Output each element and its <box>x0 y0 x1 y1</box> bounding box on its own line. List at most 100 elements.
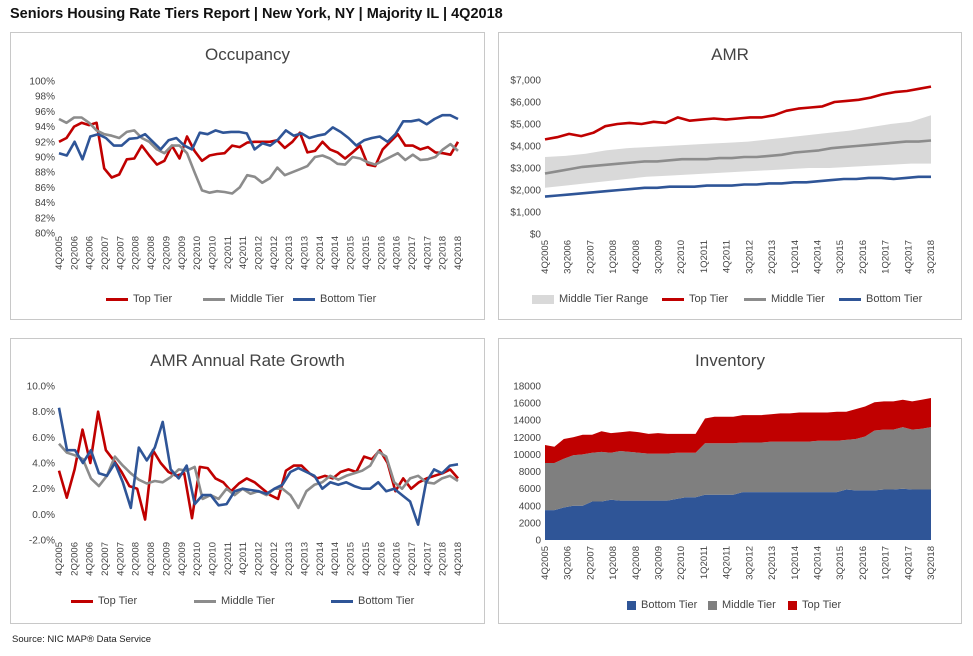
x-tick-label: 2Q2009 <box>161 542 172 576</box>
x-tick-label: 4Q2016 <box>392 542 403 576</box>
legend-label: Top Tier <box>133 293 173 305</box>
legend-item-middle-tier: Middle Tier <box>708 599 776 611</box>
x-tick-label: 1Q2014 <box>790 546 801 580</box>
x-tick-label: 4Q2005 <box>54 236 65 270</box>
legend-swatch <box>744 297 766 301</box>
y-tick-label: 18000 <box>513 382 541 393</box>
legend-label: Bottom Tier <box>641 599 698 611</box>
x-tick-label: 4Q2017 <box>422 542 433 576</box>
legend-item-top-tier: Top Tier <box>106 293 172 305</box>
y-tick-label: 8.0% <box>32 407 55 418</box>
x-tick-label: 2Q2015 <box>346 236 357 270</box>
x-tick-label: 2Q2007 <box>585 240 596 274</box>
x-tick-label: 4Q2018 <box>453 236 464 270</box>
y-tick-label: 4000 <box>519 501 542 512</box>
y-tick-label: 16000 <box>513 399 541 410</box>
x-tick-label: 1Q2008 <box>608 240 619 274</box>
amr-chart: $0 $1,000 $2,000 $3,000 $4,000 $5,000 $6,000 $7… <box>510 76 937 274</box>
x-tick-label: 4Q2012 <box>269 236 280 270</box>
y-tick-label: 84% <box>35 198 55 209</box>
legend-swatch <box>627 600 636 610</box>
legend-label: Top Tier <box>98 595 138 607</box>
x-tick-label: 4Q2005 <box>54 542 65 576</box>
x-tick-label: 4Q2010 <box>207 542 218 576</box>
legend-swatch <box>708 600 717 610</box>
y-tick-label: 2000 <box>519 518 542 529</box>
x-tick-label: 2Q2013 <box>767 240 778 274</box>
y-tick-label: 92% <box>35 137 55 148</box>
legend-swatch <box>293 297 315 301</box>
y-tick-label: 0 <box>535 536 541 547</box>
x-tick-label: 1Q2014 <box>790 240 801 274</box>
x-tick-label: 4Q2011 <box>722 240 733 273</box>
series-line-top-tier <box>544 85 932 141</box>
x-tick-label: 4Q2011 <box>238 542 249 575</box>
x-tick-label: 4Q2008 <box>631 546 642 580</box>
legend-item-bottom-tier: Bottom Tier <box>293 293 376 305</box>
amr-growth-chart-panel: AMR Annual Rate Growth -2.0% 0.0% 2.0% 4.0%… <box>10 338 485 624</box>
legend-item-middle-tier: Middle Tier <box>194 595 275 607</box>
x-tick-label: 2Q2017 <box>407 542 418 576</box>
x-tick-label: 2Q2013 <box>284 236 295 270</box>
x-tick-label: 2Q2018 <box>438 542 449 576</box>
amr-chart-panel: AMR $0 $1,000 $2,000 $3,000 $4,000 $5,000 $6,0… <box>498 32 962 320</box>
x-tick-label: 3Q2006 <box>563 240 574 274</box>
x-tick-label: 2Q2010 <box>676 240 687 274</box>
x-tick-label: 4Q2018 <box>453 542 464 576</box>
inventory-chart-panel: Inventory 0 2000 4000 6000 8000 10000 12000 140… <box>498 338 962 624</box>
chart-title: Occupancy <box>204 45 291 64</box>
report-title: Seniors Housing Rate Tiers Report | New … <box>10 6 503 22</box>
x-tick-label: 2Q2016 <box>858 240 869 274</box>
x-tick-label: 4Q2014 <box>812 240 823 274</box>
x-tick-label: 4Q2014 <box>330 542 341 576</box>
y-tick-label: 96% <box>35 107 55 118</box>
legend-label: Top Tier <box>689 293 729 305</box>
series-line-bottom-tier <box>544 175 931 198</box>
y-tick-label: 14000 <box>513 416 541 427</box>
amr-growth-chart: -2.0% 0.0% 2.0% 4.0% 6.0% 8.0% 10.0% 4Q2005 2Q20… <box>27 382 464 576</box>
x-tick-label: 2Q2009 <box>161 236 172 270</box>
x-tick-label: 3Q2009 <box>654 240 665 274</box>
x-tick-label: 1Q2017 <box>881 546 892 580</box>
legend-swatch <box>331 599 353 603</box>
y-tick-label: 88% <box>35 168 55 179</box>
legend-swatch <box>839 297 861 301</box>
chart-legend: Top Tier Middle Tier Bottom Tier <box>11 595 484 609</box>
legend-swatch <box>532 294 554 304</box>
legend-label: Middle Tier <box>230 293 284 305</box>
x-tick-label: 2Q2011 <box>223 542 234 575</box>
y-tick-label: $2,000 <box>510 186 541 197</box>
legend-item-top-tier: Top Tier <box>71 595 137 607</box>
x-tick-label: 4Q2015 <box>361 236 372 270</box>
legend-swatch <box>71 599 93 603</box>
inventory-chart: 0 2000 4000 6000 8000 10000 12000 14000 16000 180… <box>513 382 937 580</box>
legend-swatch <box>203 297 225 301</box>
occupancy-chart: 80% 82% 84% 86% 88% 90% 92% 94% 96% 98% 100% 4Q2005… <box>29 77 464 270</box>
y-tick-label: 8000 <box>519 467 542 478</box>
y-tick-label: 4.0% <box>32 459 55 470</box>
x-tick-label: 3Q2012 <box>744 546 755 580</box>
chart-title: Inventory <box>695 351 765 370</box>
y-tick-label: -2.0% <box>29 536 55 547</box>
chart-legend: Middle Tier Range Top Tier Middle Tier B… <box>499 293 961 307</box>
y-tick-label: 98% <box>35 92 55 103</box>
legend-label: Bottom Tier <box>320 293 377 305</box>
area-top-tier <box>545 398 931 463</box>
chart-legend: Bottom Tier Middle Tier Top Tier <box>499 599 961 613</box>
x-tick-label: 2Q2012 <box>254 236 265 270</box>
legend-item-middle-tier: Middle Tier <box>744 293 825 305</box>
y-tick-label: 0.0% <box>32 510 55 521</box>
x-tick-label: 4Q2010 <box>207 236 218 270</box>
y-tick-label: $0 <box>530 230 542 241</box>
chart-title: AMR Annual Rate Growth <box>150 351 345 370</box>
y-tick-label: 10000 <box>513 450 541 461</box>
x-tick-label: 2Q2015 <box>346 542 357 576</box>
x-tick-label: 4Q2011 <box>238 236 249 269</box>
x-tick-label: 4Q2016 <box>392 236 403 270</box>
x-tick-label: 4Q2008 <box>146 236 157 270</box>
x-tick-label: 3Q2018 <box>926 240 937 274</box>
x-tick-label: 2Q2012 <box>254 542 265 576</box>
legend-item-middle-tier-range: Middle Tier Range <box>532 293 648 305</box>
area-middle-tier <box>545 427 931 511</box>
legend-label: Middle Tier <box>771 293 825 305</box>
